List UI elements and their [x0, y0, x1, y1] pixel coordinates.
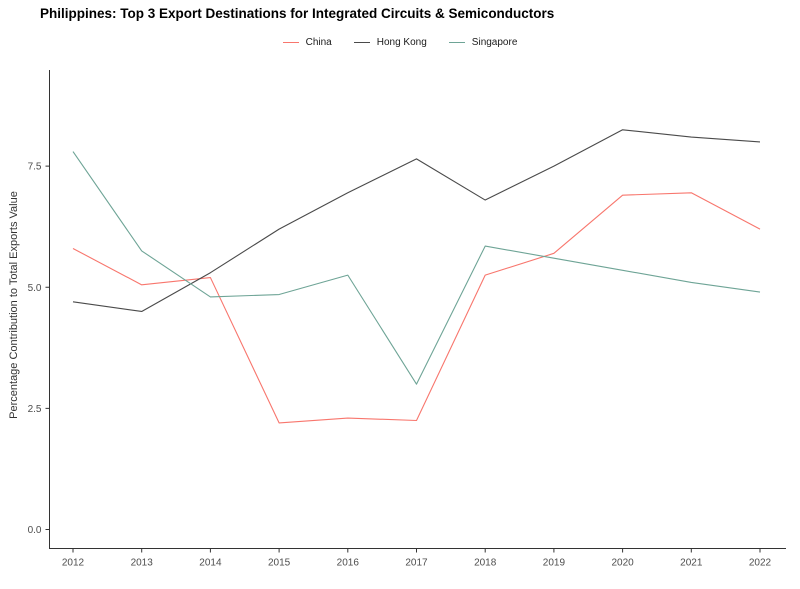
series-line-china [72, 192, 761, 424]
x-tick-label: 2021 [680, 558, 703, 569]
legend-label-hong-kong: Hong Kong [376, 37, 427, 48]
legend-label-singapore: Singapore [471, 37, 518, 48]
x-tick-label: 2022 [749, 558, 772, 569]
legend-key-hong-kong [353, 42, 370, 43]
x-tick-label: 2016 [337, 558, 360, 569]
x-tick-label: 2012 [62, 558, 85, 569]
x-tick-label: 2020 [611, 558, 634, 569]
legend-key-china [282, 42, 299, 43]
legend-label-china: China [305, 37, 332, 48]
y-tick-label: 5.0 [28, 283, 42, 294]
x-tick-label: 2014 [199, 558, 222, 569]
x-tick-label: 2019 [543, 558, 566, 569]
y-tick-label: 0.0 [28, 525, 42, 536]
y-axis-title: Percentage Contribution to Total Exports… [8, 191, 20, 419]
x-tick-label: 2017 [405, 558, 428, 569]
series-line-singapore [72, 151, 761, 385]
legend-item-hong-kong: Hong Kong [353, 37, 427, 48]
y-tick-label: 2.5 [28, 404, 42, 415]
legend-key-singapore [448, 42, 465, 43]
legend-item-singapore: Singapore [448, 37, 518, 48]
x-tick-label: 2013 [131, 558, 154, 569]
x-tick-label: 2018 [474, 558, 497, 569]
chart-title: Philippines: Top 3 Export Destinations f… [40, 6, 555, 21]
legend-item-china: China [282, 37, 332, 48]
legend: China Hong Kong Singapore [0, 37, 800, 48]
y-tick-label: 7.5 [28, 162, 42, 173]
series-line-hong-kong [72, 129, 761, 313]
x-tick-label: 2015 [268, 558, 291, 569]
